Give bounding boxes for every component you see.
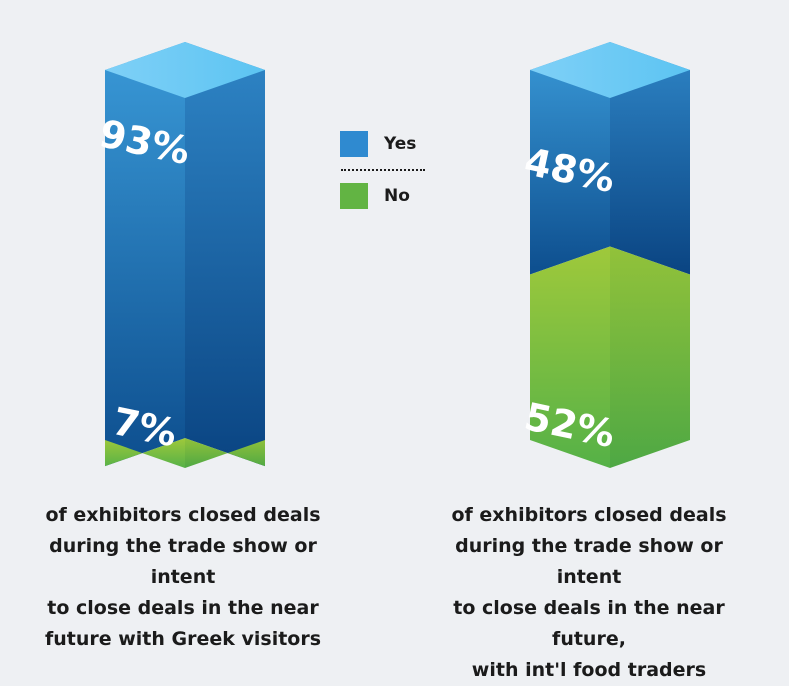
caption-line: of exhibitors closed deals (38, 500, 328, 531)
bar-yes-side (185, 42, 265, 466)
legend-swatch-yes (340, 131, 368, 157)
legend-divider (341, 169, 425, 171)
caption-line: to close deals in the near (38, 593, 328, 624)
caption-line: during the trade show or intent (444, 531, 734, 593)
caption-line: to close deals in the near future, (444, 593, 734, 655)
caption-line: during the trade show or intent (38, 531, 328, 593)
bar-no-side (610, 246, 690, 468)
legend-item-no: No (340, 183, 440, 209)
caption-greek-visitors: of exhibitors closed deals during the tra… (38, 500, 328, 655)
legend-label-no: No (384, 186, 410, 206)
legend-label-yes: Yes (384, 134, 416, 154)
caption-line: with int'l food traders (444, 655, 734, 686)
legend-swatch-no (340, 183, 368, 209)
legend: Yes No (340, 131, 440, 209)
caption-line: future with Greek visitors (38, 624, 328, 655)
legend-item-yes: Yes (340, 131, 440, 157)
caption-line: of exhibitors closed deals (444, 500, 734, 531)
caption-intl-food-traders: of exhibitors closed deals during the tra… (444, 500, 734, 686)
